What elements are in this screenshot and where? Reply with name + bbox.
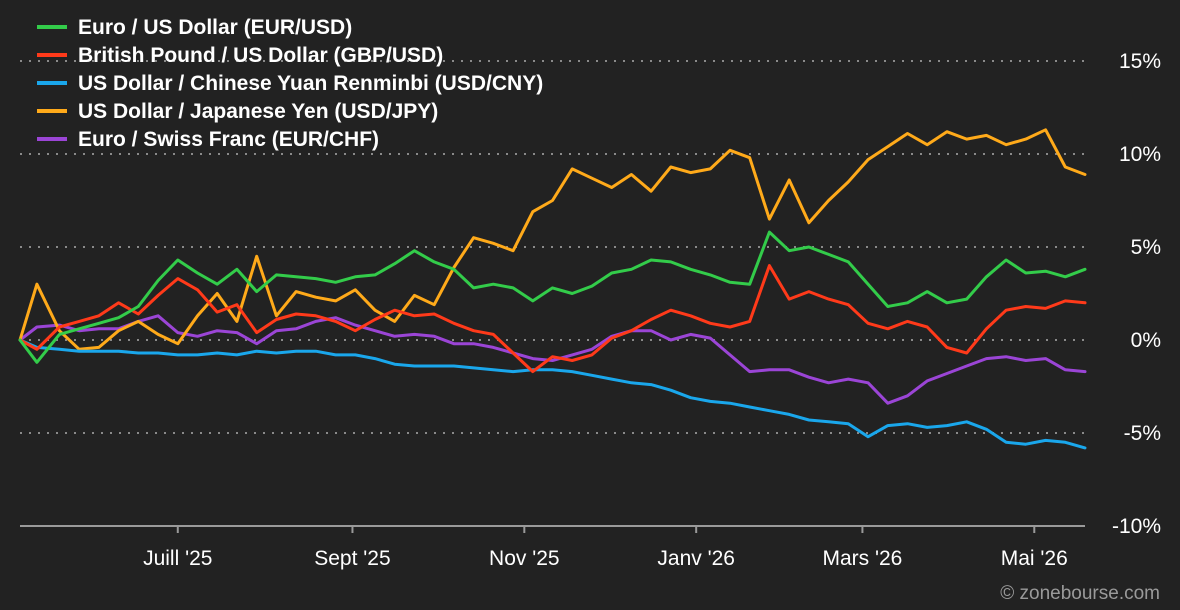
legend-item: Euro / Swiss Franc (EUR/CHF) xyxy=(37,128,379,151)
x-tick-label: Mars '26 xyxy=(822,547,902,570)
y-tick-label: 15% xyxy=(1119,50,1161,73)
series-line xyxy=(18,314,1087,405)
series-line xyxy=(18,128,1087,351)
legend-label: US Dollar / Japanese Yen (USD/JPY) xyxy=(78,100,438,123)
y-tick-label: 0% xyxy=(1131,329,1161,352)
legend-label: Euro / Swiss Franc (EUR/CHF) xyxy=(78,128,379,151)
x-tick-label: Janv '26 xyxy=(657,547,735,570)
series-lines xyxy=(18,128,1087,450)
series-line xyxy=(18,338,1087,450)
legend-label: US Dollar / Chinese Yuan Renminbi (USD/C… xyxy=(78,72,543,95)
y-tick-label: 10% xyxy=(1119,143,1161,166)
series-line xyxy=(18,264,1087,374)
legend-item: Euro / US Dollar (EUR/USD) xyxy=(37,16,352,39)
legend: Euro / US Dollar (EUR/USD) British Pound … xyxy=(37,16,543,151)
y-axis-labels: 15% 10% 5% 0% -5% -10% xyxy=(1112,50,1161,538)
y-tick-label: -5% xyxy=(1124,422,1161,445)
x-axis: Juill '25 Sept '25 Nov '25 Janv '26 Mars '26… xyxy=(20,525,1085,570)
legend-label: Euro / US Dollar (EUR/USD) xyxy=(78,16,352,39)
x-tick-label: Sept '25 xyxy=(314,547,390,570)
x-tick-label: Nov '25 xyxy=(489,547,560,570)
y-tick-label: -10% xyxy=(1112,515,1161,538)
legend-label: British Pound / US Dollar (GBP/USD) xyxy=(78,44,443,67)
x-tick-label: Juill '25 xyxy=(143,547,212,570)
x-tick-label: Mai '26 xyxy=(1001,547,1068,570)
legend-item: US Dollar / Japanese Yen (USD/JPY) xyxy=(37,100,438,123)
gridlines xyxy=(20,60,1085,434)
y-tick-label: 5% xyxy=(1131,236,1161,259)
series-line xyxy=(18,230,1087,364)
legend-item: British Pound / US Dollar (GBP/USD) xyxy=(37,44,443,67)
legend-item: US Dollar / Chinese Yuan Renminbi (USD/C… xyxy=(37,72,543,95)
credit-text: © zonebourse.com xyxy=(1000,583,1160,604)
